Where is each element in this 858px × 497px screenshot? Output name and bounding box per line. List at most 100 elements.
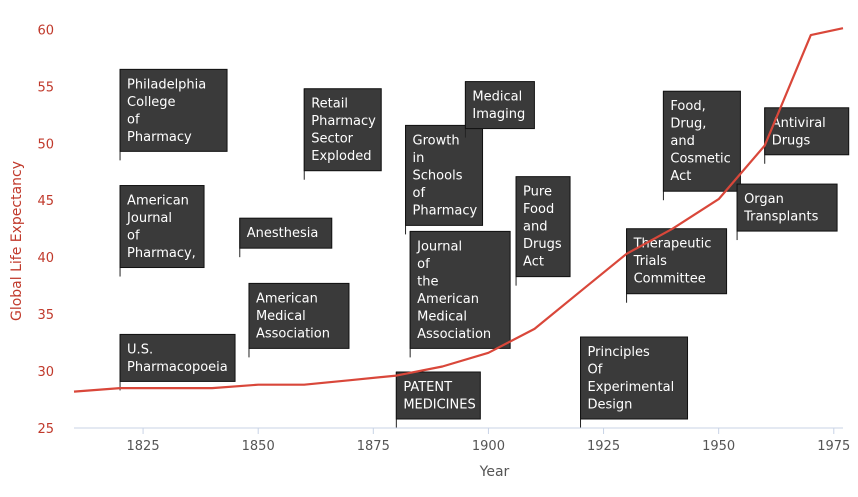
- annotation-label: PATENT: [403, 380, 452, 395]
- annotation-box: [662, 90, 741, 192]
- annotation-label: Pharmacy: [413, 203, 478, 218]
- annotation-label: Cosmetic: [670, 152, 730, 167]
- annotation-flag: Philadelphia College of Pharmacy: [119, 68, 228, 161]
- annotation-label: Transplants: [743, 210, 819, 225]
- annotation-label: the: [417, 274, 438, 289]
- annotation-box: [395, 371, 481, 420]
- annotation-label: Journal: [416, 239, 462, 254]
- annotation-label: of: [417, 257, 430, 272]
- annotation-label: Of: [588, 363, 603, 378]
- annotation-label: Act: [523, 255, 544, 270]
- annotation-label: Association: [256, 326, 330, 341]
- annotation-label: American: [417, 292, 479, 307]
- y-tick-label: 25: [37, 422, 54, 437]
- annotation-label: of: [413, 186, 426, 201]
- annotation-label: Pure: [523, 185, 552, 200]
- annotation-label: Anesthesia: [247, 226, 319, 241]
- annotation-label: of: [127, 229, 140, 244]
- annotation-label: Association: [417, 327, 491, 342]
- annotation-label: MEDICINES: [403, 398, 475, 413]
- annotation-flag: Pure Food and Drugs Act: [515, 176, 571, 286]
- annotation-box: [119, 185, 205, 269]
- annotation-flag: Food, Drug, and Cosmetic Act: [662, 90, 741, 201]
- annotation-label: in: [413, 151, 425, 166]
- annotation-box: [464, 81, 535, 130]
- x-tick-label: 1975: [817, 439, 850, 454]
- annotation-box: [580, 336, 689, 420]
- y-tick-label: 55: [37, 80, 54, 95]
- y-tick-label: 50: [37, 137, 54, 152]
- annotation-flag: Growth in Schools of Pharmacy: [405, 124, 484, 235]
- annotation-label: Journal: [126, 211, 172, 226]
- y-tick-label: 45: [37, 194, 54, 209]
- annotation-label: Design: [588, 398, 633, 413]
- annotation-flag: Principles Of Experimental Design: [580, 336, 689, 428]
- annotation-label: Pharmacy: [311, 114, 376, 129]
- annotation-box: [409, 230, 511, 349]
- x-tick-label: 1900: [472, 439, 505, 454]
- annotation-label: Antiviral: [772, 116, 826, 131]
- annotation-label: Philadelphia: [127, 77, 206, 92]
- annotation-flag: Medical Imaging: [464, 81, 535, 138]
- annotation-box: [736, 183, 838, 232]
- annotation-label: Food: [523, 202, 554, 217]
- annotation-label: and: [523, 220, 547, 235]
- annotation-box: [626, 228, 728, 295]
- annotation-box: [119, 333, 236, 382]
- annotation-label: Retail: [311, 97, 348, 112]
- annotation-label: Drugs: [772, 133, 811, 148]
- annotation-label: Medical: [472, 90, 522, 105]
- annotation-label: of: [127, 112, 140, 127]
- annotation-label: American: [127, 194, 189, 209]
- annotation-box: [248, 282, 350, 349]
- y-axis-title: Global Life Expectancy: [9, 161, 25, 321]
- annotation-label: Sector: [311, 132, 353, 147]
- annotation-flag: Anesthesia: [239, 217, 333, 258]
- annotation-flag: Organ Transplants: [736, 183, 838, 241]
- annotation-label: Schools: [413, 168, 463, 183]
- annotation-label: College: [127, 95, 176, 110]
- y-tick-label: 30: [37, 365, 54, 380]
- annotation-flag: U.S. Pharmacopoeia: [119, 333, 236, 391]
- annotation-box: [764, 107, 850, 156]
- annotation-flag: Retail Pharmacy Sector Exploded: [303, 88, 382, 180]
- annotation-box: [119, 68, 228, 152]
- annotation-flag: American Medical Association: [248, 282, 350, 358]
- annotation-flag: Journal of the American Medical Association: [409, 230, 511, 358]
- x-tick-label: 1850: [242, 439, 275, 454]
- annotation-flag: Antiviral Drugs: [764, 107, 850, 164]
- annotation-label: Drugs: [523, 237, 562, 252]
- x-axis-title: Year: [479, 464, 510, 480]
- annotation-label: Growth: [413, 133, 460, 148]
- annotation-label: Trials: [633, 254, 668, 269]
- annotation-label: U.S.: [127, 342, 153, 357]
- annotation-label: Organ: [744, 192, 784, 207]
- x-tick-label: 1825: [127, 439, 160, 454]
- annotation-label: Pharmacy,: [127, 246, 196, 261]
- annotation-box: [405, 124, 484, 226]
- annotation-label: Imaging: [472, 107, 525, 122]
- annotation-label: Drug,: [670, 117, 706, 132]
- annotation-flag: American Journal of Pharmacy,: [119, 185, 205, 277]
- annotation-label: Medical: [256, 309, 306, 324]
- annotation-label: Act: [670, 169, 691, 184]
- y-tick-label: 35: [37, 308, 54, 323]
- annotation-label: and: [670, 134, 694, 149]
- x-tick-label: 1875: [357, 439, 390, 454]
- annotation-box: [239, 217, 333, 249]
- annotation-label: Food,: [670, 99, 705, 114]
- annotation-label: Principles: [588, 345, 650, 360]
- y-tick-label: 60: [37, 23, 54, 38]
- annotation-label: Pharmacy: [127, 130, 192, 145]
- life-expectancy-line: [73, 27, 844, 393]
- annotation-box: [515, 176, 571, 278]
- annotation-label: Experimental: [588, 380, 675, 395]
- annotation-label: Exploded: [311, 149, 371, 164]
- annotation-label: American: [256, 291, 318, 306]
- annotation-label: Committee: [634, 272, 706, 287]
- x-tick-label: 1925: [587, 439, 620, 454]
- annotation-flag: PATENT MEDICINES: [395, 371, 481, 428]
- annotation-box: [303, 88, 382, 172]
